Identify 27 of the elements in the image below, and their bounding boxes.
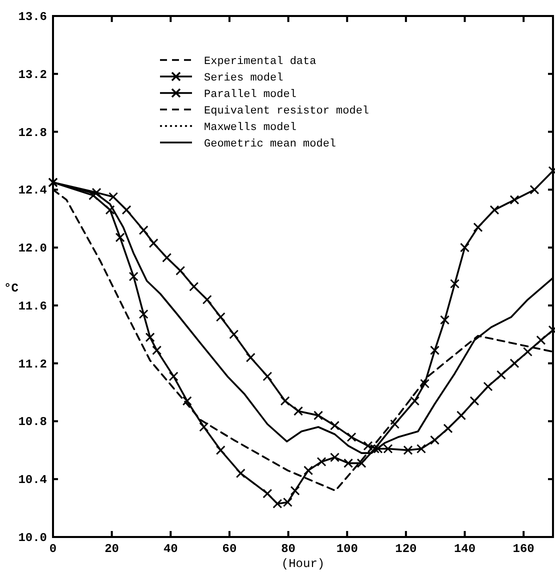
x-tick-label: 60 (222, 542, 237, 556)
legend-label: Parallel model (204, 89, 296, 101)
x-tick-label: 160 (512, 542, 534, 556)
y-tick-label: 13.2 (18, 68, 47, 82)
x-axis-title: (Hour) (281, 557, 325, 571)
x-tick-label: 120 (395, 542, 417, 556)
y-tick-label: 11.6 (18, 299, 47, 314)
y-tick-label: 12.8 (18, 126, 47, 140)
x-tick-label: 40 (163, 542, 178, 556)
legend-label: Equivalent resistor model (204, 106, 370, 118)
x-tick-label: 20 (104, 542, 120, 556)
y-tick-label: 13.6 (18, 10, 47, 24)
y-tick-label: 10.8 (18, 415, 47, 430)
y-tick-label: 10.0 (18, 531, 47, 545)
legend-label: Maxwells model (204, 122, 296, 134)
y-tick-label: 10.4 (18, 473, 47, 488)
x-tick-label: 100 (336, 542, 358, 556)
y-tick-label: 12.0 (18, 242, 47, 256)
x-tick-label: 140 (454, 542, 476, 556)
legend-label: Experimental data (204, 56, 317, 68)
y-axis-title: °C (4, 281, 18, 296)
legend-label: Series model (204, 72, 284, 84)
y-tick-label: 11.2 (18, 357, 47, 372)
legend-label: Geometric mean model (204, 138, 336, 150)
x-tick-label: 80 (281, 542, 296, 556)
x-tick-label: 0 (49, 542, 57, 556)
y-tick-label: 12.4 (18, 184, 47, 198)
